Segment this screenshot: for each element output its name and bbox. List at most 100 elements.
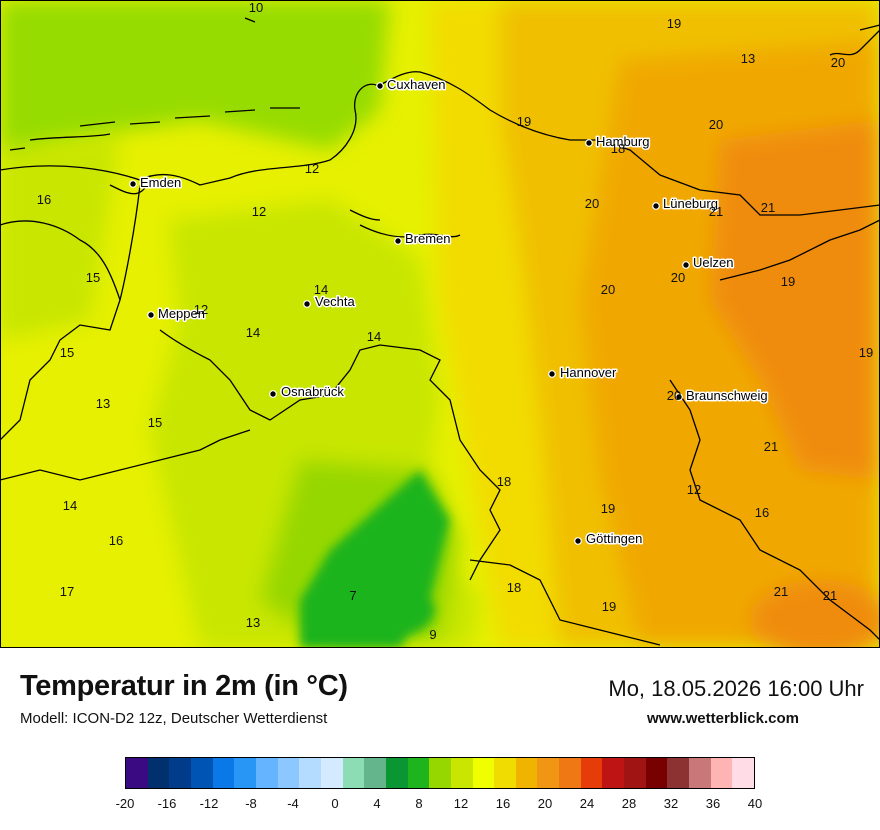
- temperature-label: 13: [741, 51, 755, 66]
- temperature-label: 7: [349, 588, 356, 603]
- temperature-label: 14: [63, 498, 77, 513]
- color-scale-swatch: [299, 758, 321, 788]
- city-label: Bremen: [405, 231, 451, 246]
- temperature-label: 13: [246, 615, 260, 630]
- city-label: Uelzen: [693, 255, 733, 270]
- city-label: Braunschweig: [686, 388, 768, 403]
- temperature-label: 16: [755, 505, 769, 520]
- temperature-label: 16: [37, 192, 51, 207]
- city-marker: Hannover: [548, 364, 619, 382]
- temperature-label: 15: [148, 415, 162, 430]
- color-scale-tick-label: 16: [495, 796, 511, 811]
- temperature-label: 21: [709, 204, 723, 219]
- temperature-label: 20: [671, 270, 685, 285]
- city-marker: Vechta: [303, 293, 357, 311]
- temperature-label: 20: [601, 282, 615, 297]
- color-scale-ticks: -20 -16 -12 -8 -4 0 4 8 12 16 20 24 28 32 36 40: [116, 796, 763, 816]
- color-scale-swatch: [190, 758, 213, 788]
- temperature-label: 21: [774, 584, 788, 599]
- temperature-label: 12: [687, 482, 701, 497]
- temperature-label: 19: [859, 345, 873, 360]
- city-label: Göttingen: [586, 531, 642, 546]
- city-label: Vechta: [315, 294, 356, 309]
- color-scale-swatch: [407, 758, 430, 788]
- color-scale-tick-label: -20: [115, 796, 135, 811]
- color-scale-swatch: [320, 758, 343, 788]
- color-scale-swatch: [450, 758, 473, 788]
- color-scale-swatch: [645, 758, 668, 788]
- city-label: Lüneburg: [663, 196, 718, 211]
- temperature-label: 16: [109, 533, 123, 548]
- color-scale-swatch: [364, 758, 386, 788]
- color-scale-swatch: [277, 758, 300, 788]
- color-scale-swatch: [602, 758, 625, 788]
- color-scale-swatch: [169, 758, 191, 788]
- color-scale-tick-label: 28: [621, 796, 637, 811]
- temperature-label: 21: [761, 200, 775, 215]
- temperature-label: 21: [764, 439, 778, 454]
- temperature-map: Cuxhaven Hamburg Emden Lüneburg Bremen U…: [0, 0, 880, 648]
- temperature-label: 19: [517, 114, 531, 129]
- city-marker: Meppen: [147, 305, 206, 323]
- temperature-label: 20: [831, 55, 845, 70]
- city-markers: Cuxhaven Hamburg Emden Lüneburg Bremen U…: [129, 76, 769, 548]
- color-scale-swatch: [559, 758, 581, 788]
- temperature-label: 12: [194, 302, 208, 317]
- city-label: Meppen: [158, 306, 205, 321]
- city-label: Hamburg: [596, 134, 649, 149]
- color-scale-tick-label: -12: [199, 796, 219, 811]
- islands: [9, 17, 300, 151]
- city-label: Emden: [140, 175, 181, 190]
- color-scale-swatch: [537, 758, 560, 788]
- color-scale-swatch: [429, 758, 451, 788]
- color-scale-swatch: [342, 758, 365, 788]
- color-scale-swatch: [234, 758, 256, 788]
- city-marker: Göttingen: [574, 530, 644, 548]
- temperature-label: 19: [602, 599, 616, 614]
- temperature-label: 10: [249, 0, 263, 15]
- color-scale-swatch: [147, 758, 170, 788]
- color-scale-swatch: [710, 758, 733, 788]
- city-label: Cuxhaven: [387, 77, 446, 92]
- temperature-label: 19: [781, 274, 795, 289]
- city-label: Osnabrück: [281, 384, 344, 399]
- coastline-and-borders: [0, 24, 880, 646]
- color-scale-swatch: [472, 758, 495, 788]
- temperature-label: 12: [305, 161, 319, 176]
- temperature-label: 15: [60, 345, 74, 360]
- temperature-label: 17: [60, 584, 74, 599]
- temperature-label: 21: [823, 588, 837, 603]
- color-scale-swatch: [732, 758, 755, 788]
- temperature-label: 18: [611, 141, 625, 156]
- city-label: Hannover: [560, 365, 617, 380]
- info-panel: Temperatur in 2m (in °C) Modell: ICON-D2…: [0, 648, 880, 830]
- temperature-label: 13: [96, 396, 110, 411]
- color-scale-tick-label: 32: [663, 796, 679, 811]
- temperature-label: 12: [252, 204, 266, 219]
- color-scale-tick-label: 12: [453, 796, 469, 811]
- temperature-label: 18: [507, 580, 521, 595]
- temperature-label: 14: [367, 329, 381, 344]
- map-title: Temperatur in 2m (in °C): [20, 670, 348, 702]
- color-scale-tick-label: 24: [579, 796, 595, 811]
- temperature-label: 18: [497, 474, 511, 489]
- color-scale-swatch: [624, 758, 646, 788]
- color-scale-tick-label: 20: [537, 796, 553, 811]
- city-marker: Bremen: [394, 230, 452, 248]
- color-scale-swatch: [255, 758, 278, 788]
- city-marker: Braunschweig: [675, 387, 769, 405]
- website-link[interactable]: www.wetterblick.com: [647, 710, 799, 727]
- color-scale-tick-label: -8: [245, 796, 257, 811]
- color-scale-swatch: [667, 758, 690, 788]
- temperature-label: 19: [601, 501, 615, 516]
- temperature-label: 20: [667, 388, 681, 403]
- temperature-label: 20: [585, 196, 599, 211]
- color-scale-swatch: [126, 758, 148, 788]
- color-scale-swatch: [515, 758, 538, 788]
- color-scale-swatch: [494, 758, 516, 788]
- color-scale-swatch: [212, 758, 235, 788]
- temperature-label: 15: [86, 270, 100, 285]
- color-scale-tick-label: 8: [415, 796, 423, 811]
- color-scale-tick-label: 40: [747, 796, 763, 811]
- city-marker: Hamburg: [585, 133, 651, 151]
